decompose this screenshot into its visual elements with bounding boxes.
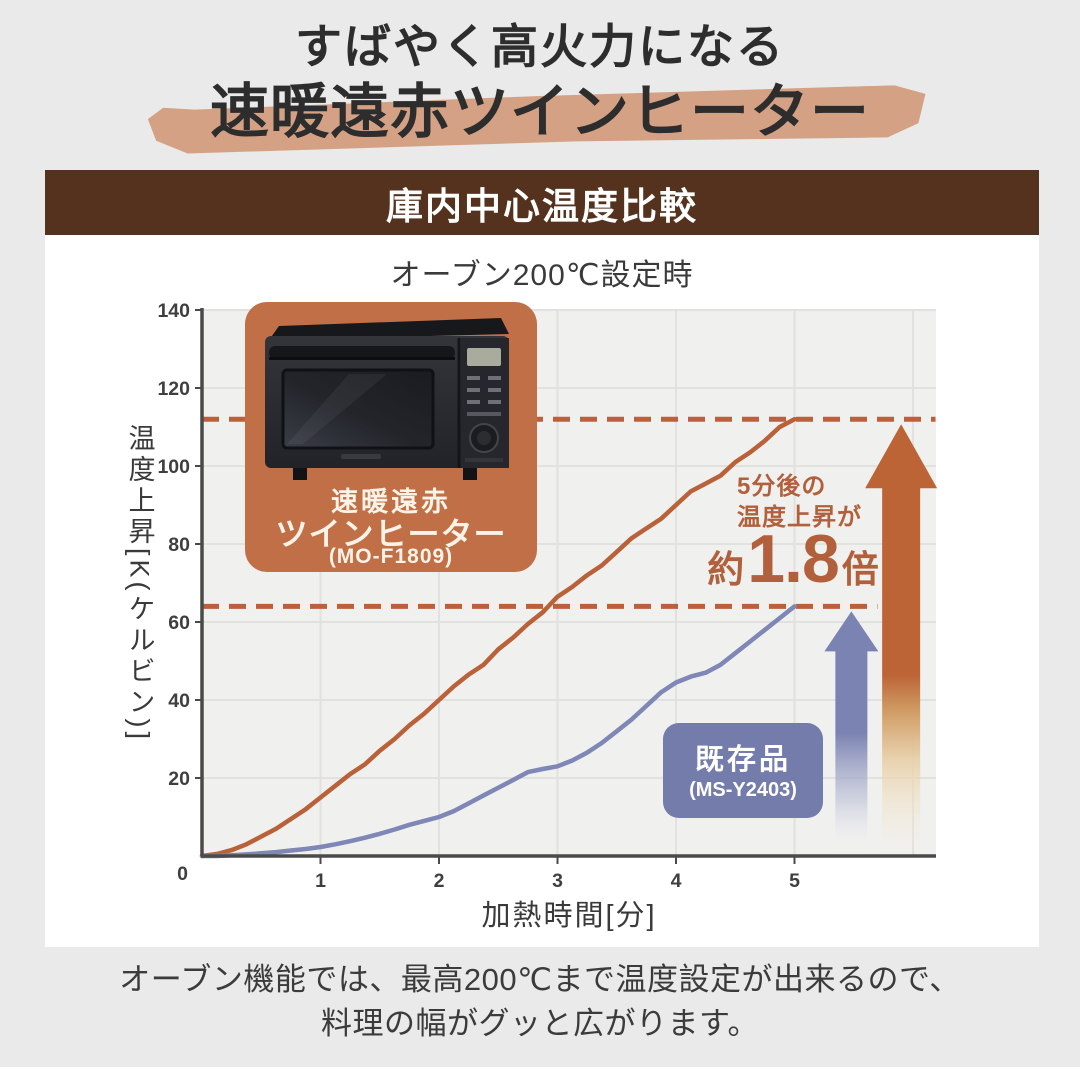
- svg-text:140: 140: [157, 300, 190, 322]
- svg-text:3: 3: [552, 870, 563, 892]
- caption-line2: 料理の幅がグッと広がります。: [321, 1006, 759, 1041]
- svg-text:1: 1: [315, 870, 326, 892]
- oven-display: [467, 348, 501, 366]
- chart-panel: 庫内中心温度比較 オーブン200℃設定時 0 20 40 60 80 100 120 140 1…: [45, 170, 1039, 947]
- page-title-line1: すばやく高火力になる: [295, 20, 785, 73]
- microwave-oven-image: [265, 318, 509, 480]
- page-title-line2: 速暖遠赤ツインヒーター: [209, 79, 870, 145]
- x-axis-label: 加熱時間[分]: [481, 900, 657, 932]
- annotation-line1: 5分後の: [737, 473, 827, 500]
- ratio-callout: 約 1.8 倍: [693, 520, 893, 598]
- ratio-prefix: 約: [707, 549, 745, 590]
- ratio-value: 1.8: [747, 521, 840, 597]
- chart-title: 庫内中心温度比較: [386, 185, 698, 227]
- y-axis-label: 温度上昇[K(ケルビン)]: [124, 423, 155, 743]
- new-product-label-box: 速暖遠赤 ツインヒーター (MO-F1809): [245, 302, 537, 572]
- svg-text:120: 120: [157, 378, 190, 400]
- svg-text:100: 100: [157, 456, 190, 478]
- caption-line1: オーブン機能では、最高200℃まで温度設定が出来るので、: [119, 962, 961, 997]
- existing-model: (MS-Y2403): [689, 779, 797, 801]
- svg-text:60: 60: [168, 612, 190, 634]
- svg-text:80: 80: [168, 534, 190, 556]
- svg-text:2: 2: [434, 870, 445, 892]
- svg-text:40: 40: [168, 690, 190, 712]
- existing-product-label-box: 既存品 (MS-Y2403): [663, 723, 823, 818]
- chart-condition: オーブン200℃設定時: [390, 259, 694, 292]
- chart-header-bar: 庫内中心温度比較: [45, 170, 1039, 235]
- svg-text:4: 4: [671, 870, 682, 892]
- svg-text:5: 5: [789, 870, 800, 892]
- svg-text:0: 0: [177, 863, 188, 885]
- product-name-line2: ツインヒーター: [275, 516, 507, 552]
- ratio-suffix: 倍: [841, 549, 879, 590]
- annotation-text: 5分後の 温度上昇が: [737, 471, 862, 533]
- product-model: (MO-F1809): [328, 545, 454, 568]
- footer-caption: オーブン機能では、最高200℃まで温度設定が出来るので、 料理の幅がグッと広がり…: [0, 958, 1080, 1046]
- svg-text:20: 20: [168, 768, 190, 790]
- existing-name: 既存品: [694, 744, 791, 776]
- product-name-line1: 速暖遠赤: [331, 487, 451, 517]
- annotation-line2: 温度上昇が: [737, 504, 862, 531]
